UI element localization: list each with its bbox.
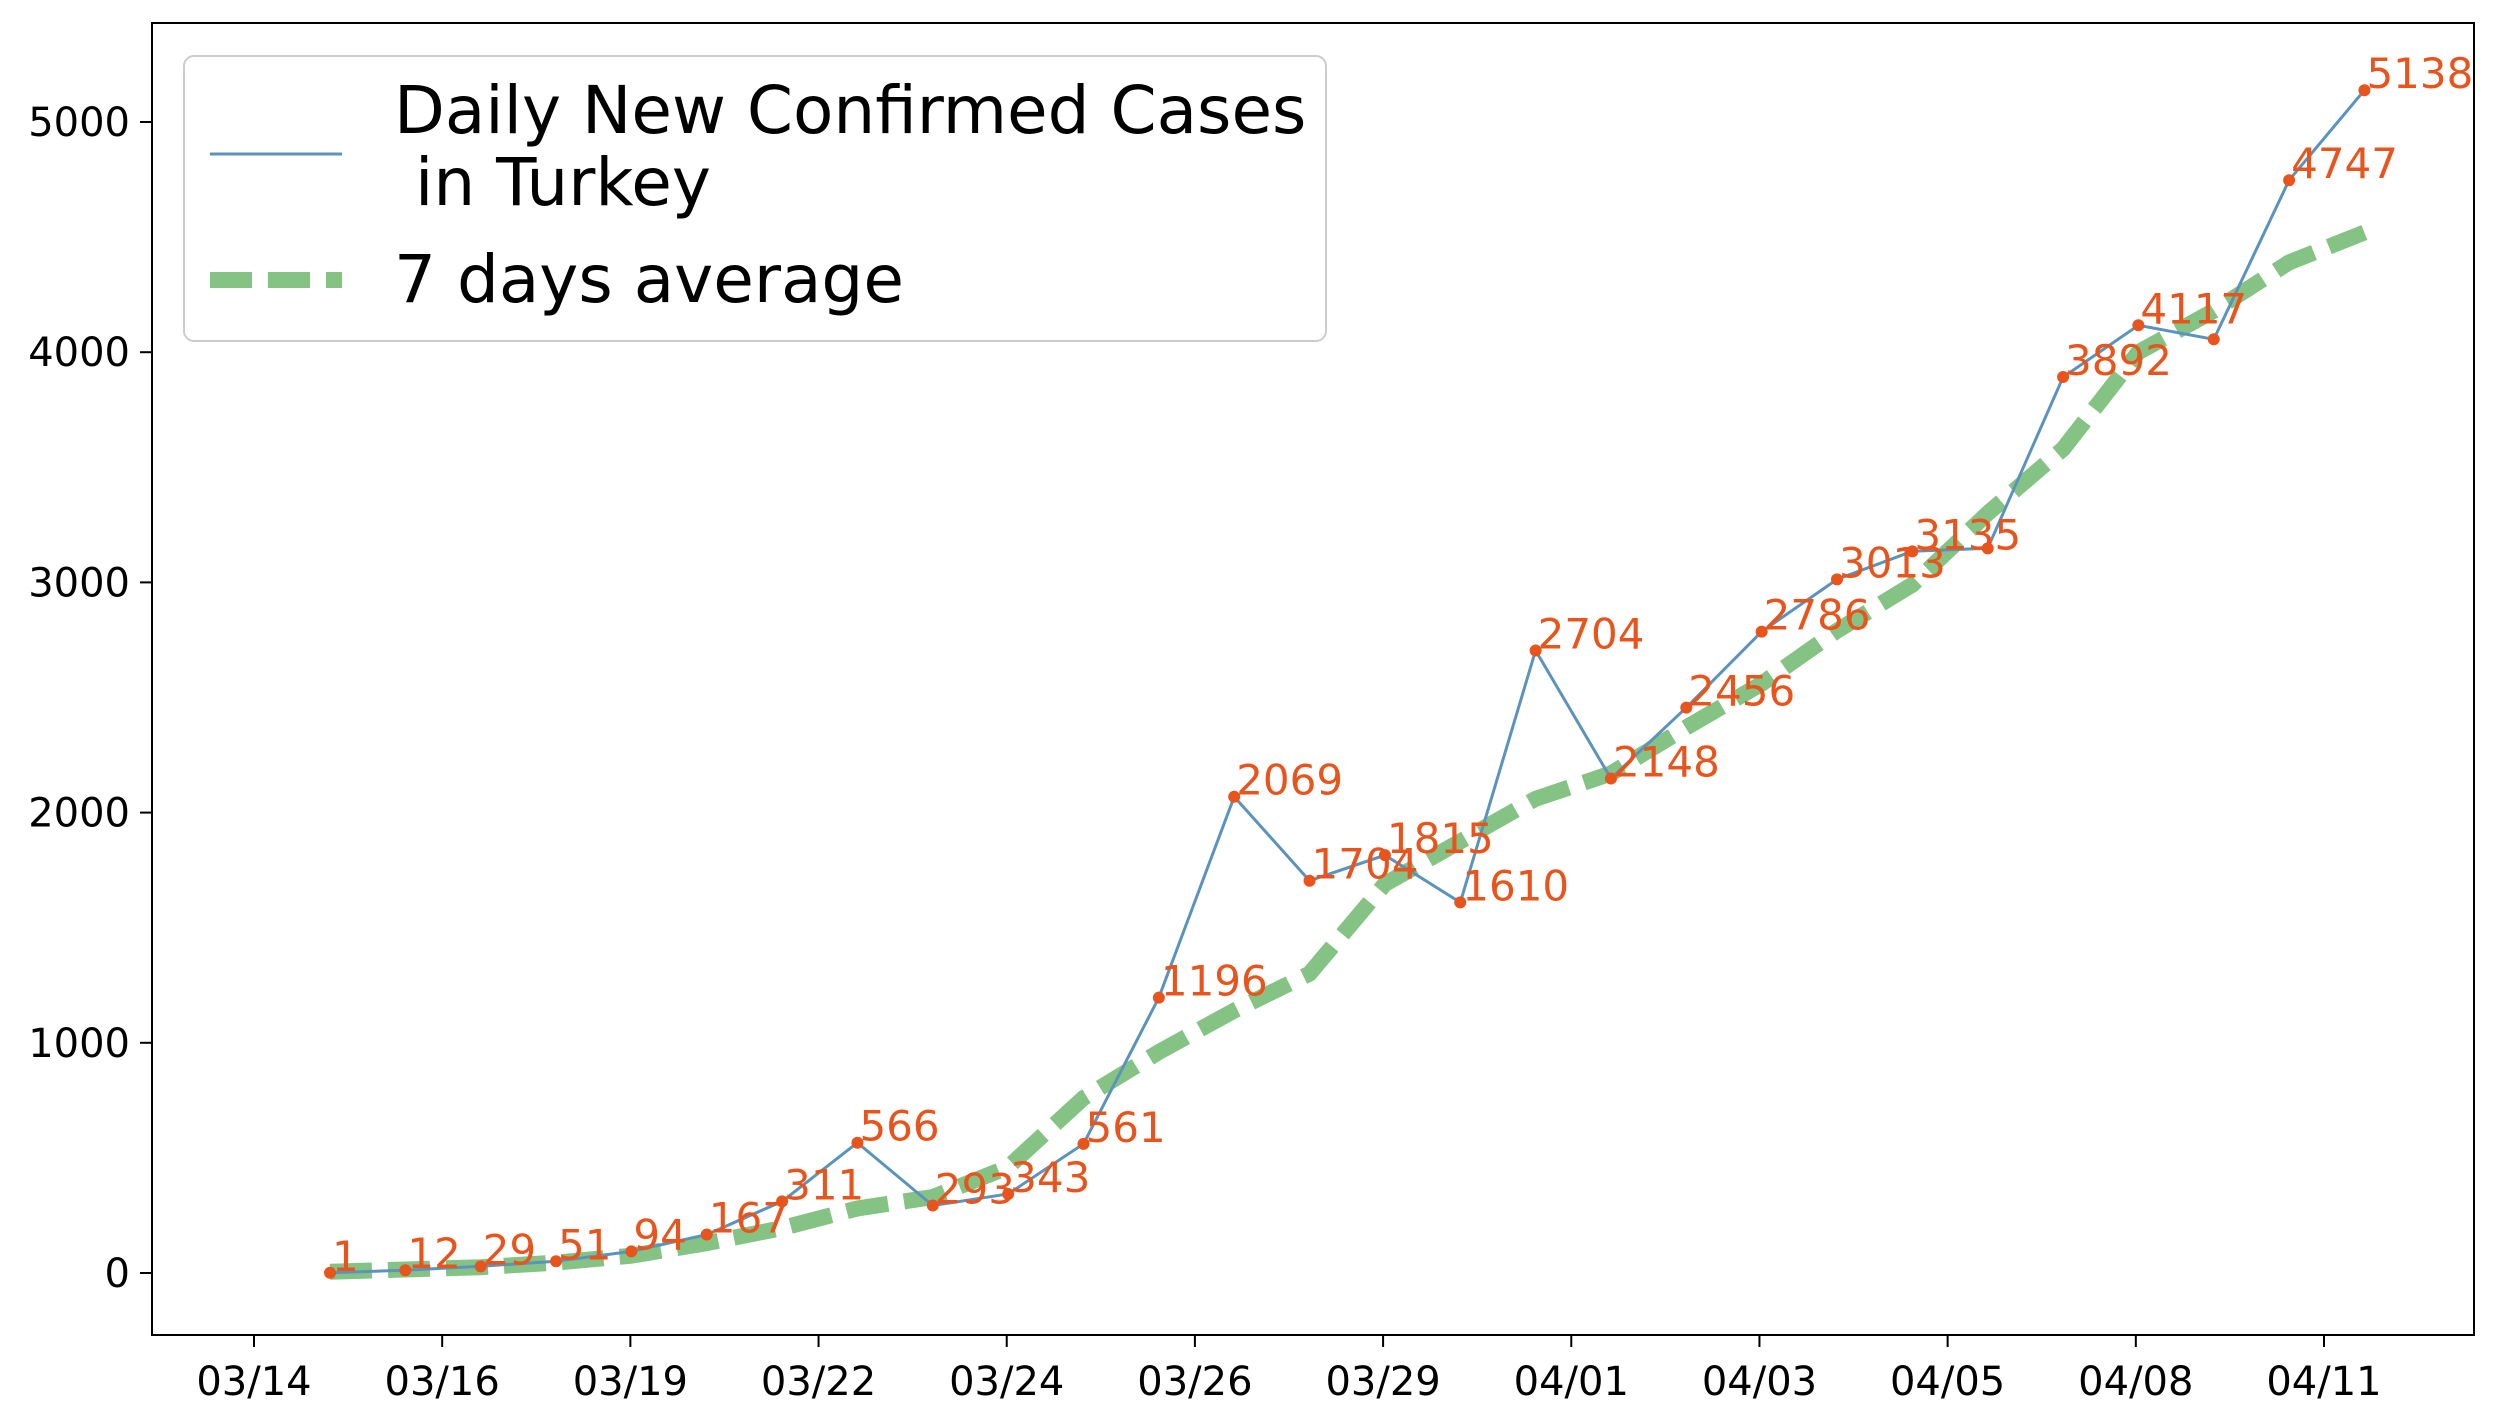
data-point [625, 1245, 638, 1258]
y-tick-label: 0 [105, 1251, 130, 1297]
data-point [1831, 573, 1843, 586]
x-tick-label: 03/19 [573, 1359, 688, 1405]
data-point [1152, 991, 1165, 1004]
data-label: 5138 [2366, 49, 2473, 98]
data-label: 2786 [1764, 591, 1871, 640]
data-label: 29 [483, 1225, 536, 1274]
data-point [1002, 1188, 1015, 1201]
legend-label-daily-line2: in Turkey [394, 144, 711, 221]
data-point [1303, 874, 1316, 887]
data-label: 3135 [1914, 510, 2021, 559]
data-label: 94 [633, 1210, 686, 1259]
data-label: 293 [935, 1165, 1015, 1214]
data-labels: 1 12 29 51 94 1673115662933435611196206917041… [332, 49, 2473, 1281]
data-point [1077, 1137, 1090, 1150]
data-label: 3892 [2065, 336, 2172, 385]
data-point [2207, 333, 2220, 346]
x-tick-label: 03/24 [949, 1359, 1064, 1405]
data-label: 2069 [1236, 756, 1343, 805]
data-label: 2456 [1688, 667, 1795, 716]
data-label: 4117 [2140, 284, 2247, 333]
x-tick-label: 04/11 [2266, 1359, 2381, 1405]
data-label: 1196 [1161, 957, 1268, 1006]
data-label: 167 [709, 1194, 789, 1243]
legend-label-average: 7 days average [394, 241, 904, 318]
x-tick-label: 03/29 [1325, 1359, 1440, 1405]
y-tick-label: 1000 [28, 1021, 130, 1067]
data-point [1755, 625, 1768, 638]
x-tick-label: 03/26 [1137, 1359, 1252, 1405]
data-point [1378, 849, 1391, 862]
data-point [851, 1136, 864, 1149]
data-point [1604, 772, 1617, 785]
legend: Daily New Confirmed Cases in Turkey 7 da… [183, 55, 1327, 342]
data-point [399, 1264, 412, 1277]
plot-frame [151, 22, 2475, 1336]
x-tick-label: 03/22 [761, 1359, 876, 1405]
data-point [2358, 84, 2371, 97]
data-point [926, 1199, 939, 1212]
data-label: 3013 [1839, 538, 1946, 587]
data-point [1981, 542, 1994, 555]
y-tick-label: 5000 [28, 100, 130, 146]
data-label: 1704 [1312, 840, 1419, 889]
y-tick-label: 4000 [28, 330, 130, 376]
legend-label-daily: Daily New Confirmed Cases [394, 72, 1306, 149]
data-point [2283, 174, 2296, 187]
data-label: 1815 [1387, 814, 1494, 863]
data-label: 12 [407, 1229, 460, 1278]
data-point [1906, 545, 1919, 558]
y-tick-label: 2000 [28, 791, 130, 837]
data-point [700, 1228, 713, 1241]
x-tick-label: 04/05 [1890, 1359, 2005, 1405]
data-point [474, 1260, 487, 1273]
data-label: 1 [332, 1232, 359, 1281]
data-label: 4747 [2291, 139, 2398, 188]
data-label: 2704 [1538, 610, 1645, 659]
data-point [1454, 896, 1467, 909]
data-label: 561 [1086, 1103, 1166, 1152]
x-tick-label: 04/08 [2078, 1359, 2193, 1405]
y-tick-label: 3000 [28, 560, 130, 606]
data-point [776, 1195, 789, 1208]
data-point [1529, 644, 1542, 657]
x-tick-label: 03/16 [385, 1359, 500, 1405]
data-point [1228, 790, 1241, 803]
x-tick-label: 03/14 [196, 1359, 311, 1405]
y-axis: 0 1000 2000 3000 4000 5000 [28, 100, 152, 1297]
data-point [2057, 371, 2070, 384]
data-point [550, 1255, 563, 1268]
series-layer [324, 84, 2371, 1280]
x-tick-label: 04/03 [1702, 1359, 1817, 1405]
data-label: 343 [1010, 1153, 1090, 1202]
data-label: 51 [558, 1220, 611, 1269]
data-point [2132, 319, 2145, 332]
data-point [324, 1266, 336, 1279]
series-line-daily [329, 89, 2366, 1275]
x-tick-label: 04/01 [1514, 1359, 1629, 1405]
x-axis: 03/14 03/16 03/19 03/22 03/24 03/26 03/29 04/01… [196, 1335, 2382, 1405]
data-label: 1610 [1462, 861, 1569, 910]
legend-box [183, 55, 1327, 342]
data-label: 311 [784, 1160, 864, 1209]
data-label: 2148 [1613, 738, 1720, 787]
data-label: 566 [859, 1102, 939, 1151]
series-line-average [329, 225, 2368, 1280]
data-point [1680, 701, 1693, 714]
